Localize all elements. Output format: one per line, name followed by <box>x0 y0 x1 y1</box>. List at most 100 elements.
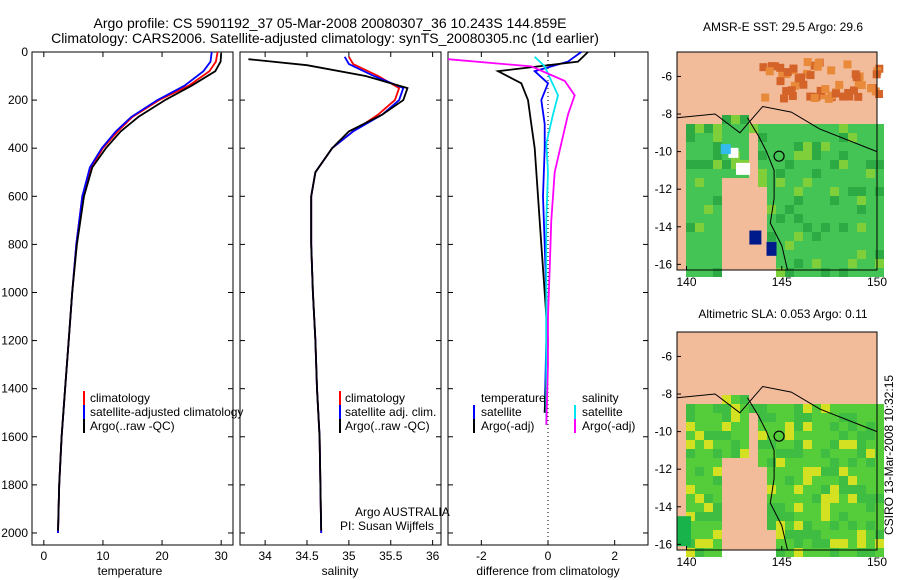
map-ocean-cell <box>875 548 884 557</box>
map-ocean-cell <box>848 404 857 413</box>
map-ocean-cell <box>776 223 785 232</box>
map-ocean-cell <box>713 250 722 259</box>
map-y-tick-label: -6 <box>661 349 672 363</box>
map-ocean-cell <box>776 512 785 521</box>
map-ocean-cell <box>722 124 731 133</box>
map-ocean-cell <box>695 187 704 196</box>
map-ocean-cell <box>785 539 794 548</box>
map-ocean-cell <box>866 214 875 223</box>
map-cold-cell <box>749 230 762 245</box>
map-ocean-cell <box>695 548 704 557</box>
map-ocean-cell <box>857 196 866 205</box>
map-ocean-cell <box>875 250 884 259</box>
map-ocean-cell <box>695 169 704 178</box>
map-ocean-cell <box>848 241 857 250</box>
map-x-tick-label: 145 <box>772 275 792 289</box>
map-ocean-cell <box>722 404 731 413</box>
map-ocean-cell <box>686 205 695 214</box>
map-ocean-cell <box>785 214 794 223</box>
map-ocean-cell <box>803 178 812 187</box>
salinity-panel-frame <box>239 51 442 546</box>
y-tick-label: 600 <box>8 189 28 203</box>
map-ocean-cell <box>821 521 830 530</box>
series-line <box>310 56 405 534</box>
map-ocean-cell <box>704 512 713 521</box>
map-ocean-cell <box>866 512 875 521</box>
map-ocean-cell <box>857 151 866 160</box>
map-ocean-cell <box>776 214 785 223</box>
map-warm-cell <box>806 71 815 80</box>
map-ocean-cell <box>866 232 875 241</box>
map-ocean-cell <box>776 160 785 169</box>
map-ocean-cell <box>848 178 857 187</box>
series-line <box>248 58 409 531</box>
map-ocean-cell <box>713 521 722 530</box>
map-ocean-cell <box>794 250 803 259</box>
map-ocean-cell <box>695 458 704 467</box>
map-ocean-cell <box>713 133 722 142</box>
map-ocean-cell <box>767 142 776 151</box>
map-ocean-cell <box>830 169 839 178</box>
map-ocean-cell <box>812 431 821 440</box>
map-ocean-cell <box>821 187 830 196</box>
x-tick-label: 30 <box>214 549 228 563</box>
legend-label-sal-satellite: satellite <box>582 405 623 419</box>
map-ocean-cell <box>713 142 722 151</box>
map-ocean-cell <box>839 503 848 512</box>
map-ocean-cell <box>713 169 722 178</box>
map-ocean-cell <box>830 530 839 539</box>
series-line <box>532 51 582 413</box>
map-ocean-cell <box>686 268 695 277</box>
map-ocean-cell <box>776 187 785 196</box>
map-ocean-cell <box>866 413 875 422</box>
map-ocean-cell <box>866 259 875 268</box>
map-ocean-cell <box>848 268 857 277</box>
map-ocean-cell <box>731 404 740 413</box>
map-ocean-cell <box>794 232 803 241</box>
map-ocean-cell <box>785 413 794 422</box>
map-ocean-cell <box>776 241 785 250</box>
map-ocean-cell <box>695 142 704 151</box>
map-ocean-cell <box>821 539 830 548</box>
map-ocean-cell <box>875 178 884 187</box>
map-ocean-cell <box>767 521 776 530</box>
map-ocean-cell <box>767 422 776 431</box>
map-ocean-cell <box>839 241 848 250</box>
map-ocean-cell <box>767 458 776 467</box>
map-ocean-cell <box>740 404 749 413</box>
map-ocean-cell <box>686 485 695 494</box>
map-ocean-cell <box>713 449 722 458</box>
legend-label-satellite: satellite adj. clim. <box>345 405 436 419</box>
map-ocean-cell <box>767 187 776 196</box>
map-ocean-cell <box>857 205 866 214</box>
map-ocean-cell <box>812 440 821 449</box>
y-tick-label: 1800 <box>1 478 28 492</box>
map-ocean-cell <box>839 404 848 413</box>
map-ocean-cell <box>857 187 866 196</box>
map-ocean-cell <box>875 521 884 530</box>
map-ocean-cell <box>785 548 794 557</box>
map-gap-cell <box>736 162 751 175</box>
map-ocean-cell <box>722 115 731 124</box>
map-ocean-cell <box>866 169 875 178</box>
map-ocean-cell <box>695 413 704 422</box>
map-ocean-cell <box>857 169 866 178</box>
map-ocean-cell <box>776 548 785 557</box>
map-ocean-cell <box>722 440 731 449</box>
map-ocean-cell <box>803 133 812 142</box>
map-ocean-cell <box>740 422 749 431</box>
map-ocean-cell <box>722 151 731 160</box>
map-ocean-cell <box>704 178 713 187</box>
map-y-tick-label: -6 <box>661 69 672 83</box>
map-ocean-cell <box>839 196 848 205</box>
map-ocean-cell <box>866 187 875 196</box>
map-ocean-cell <box>758 413 767 422</box>
map-ocean-cell <box>803 467 812 476</box>
legend-title-temperature: temperature <box>481 391 546 405</box>
y-tick-label: 1600 <box>1 430 28 444</box>
map-ocean-cell <box>767 232 776 241</box>
map-ocean-cell <box>695 160 704 169</box>
map-ocean-cell <box>830 241 839 250</box>
map-ocean-cell <box>830 521 839 530</box>
map-ocean-cell <box>758 151 767 160</box>
